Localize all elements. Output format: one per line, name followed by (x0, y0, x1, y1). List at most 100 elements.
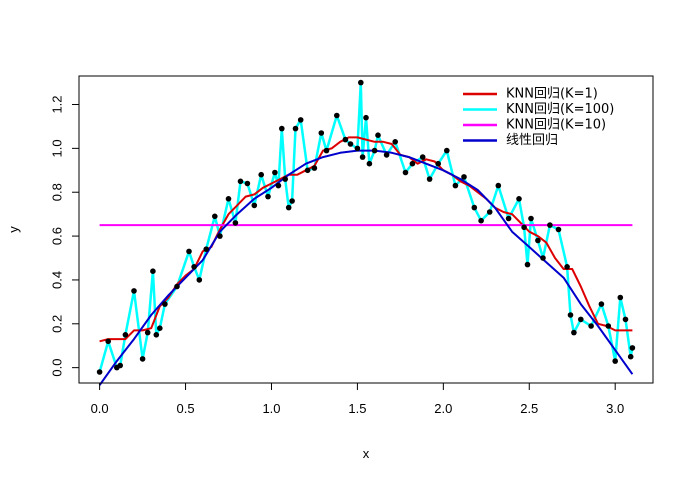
data-point (244, 180, 251, 187)
data-point (486, 209, 493, 215)
data-point (105, 338, 111, 345)
y-tick-label: 0.2 (49, 315, 64, 333)
data-point (419, 154, 426, 160)
y-tick-label: 0.4 (50, 271, 65, 289)
data-point (535, 237, 541, 244)
data-point (139, 356, 146, 362)
data-point (203, 246, 209, 252)
data-point (265, 193, 271, 200)
data-point (540, 255, 546, 261)
data-point (471, 204, 478, 211)
data-point (383, 152, 390, 158)
data-point (292, 125, 299, 132)
data-point (157, 325, 163, 332)
data-point (375, 132, 381, 138)
data-point (334, 112, 340, 119)
data-point (578, 316, 584, 323)
data-point (297, 117, 304, 123)
data-point (366, 160, 373, 167)
data-point (285, 204, 292, 211)
data-point (358, 79, 364, 86)
data-point (622, 316, 629, 323)
legend-label: KNN回归(K=1) (506, 87, 598, 102)
data-point (275, 182, 282, 189)
legend-label: 线性回归 (506, 133, 558, 148)
data-point (131, 288, 137, 294)
data-point (426, 176, 433, 182)
data-point (617, 294, 624, 301)
legend-label: KNN回归(K=10) (506, 118, 606, 133)
data-point (564, 264, 570, 270)
y-tick-label: 0.8 (50, 183, 65, 201)
data-point (347, 141, 354, 147)
data-point (117, 362, 123, 369)
data-point (191, 264, 197, 270)
data-point (528, 215, 534, 222)
data-point (627, 353, 634, 360)
data-point (174, 283, 180, 290)
y-axis: 0.0 0.2 0.4 0.6 0.8 1.0 1.2 (49, 95, 80, 377)
x-axis-title: x (363, 446, 370, 461)
data-point (318, 130, 325, 136)
x-tick-label: 1.5 (348, 401, 366, 416)
x-axis: 0.0 0.5 1.0 1.5 2.0 2.5 3.0 (91, 382, 624, 416)
y-tick-label: 1.2 (50, 95, 65, 113)
data-point (567, 312, 574, 318)
data-point (516, 196, 522, 202)
points-layer (96, 79, 636, 375)
y-tick-label: 0.6 (49, 227, 64, 245)
data-point (598, 301, 605, 307)
data-point (96, 369, 103, 375)
data-point (212, 213, 218, 220)
legend-label: KNN回归(K=100) (506, 102, 614, 117)
x-tick-label: 0.0 (91, 401, 109, 416)
data-point (258, 171, 265, 178)
data-point (363, 114, 369, 121)
data-point (186, 248, 192, 255)
x-tick-label: 1.0 (262, 401, 280, 416)
data-point (342, 136, 349, 143)
data-point (232, 220, 239, 226)
data-point (495, 182, 502, 189)
data-point (402, 169, 409, 176)
data-point (612, 358, 618, 364)
data-point (237, 178, 244, 185)
series-line-0 (99, 136, 633, 343)
data-point (311, 165, 318, 171)
x-tick-label: 0.5 (177, 401, 195, 416)
data-point (524, 261, 531, 268)
y-axis-title: y (6, 226, 21, 233)
data-point (605, 323, 612, 329)
data-point (251, 202, 258, 209)
data-point (150, 268, 156, 275)
data-point (461, 174, 467, 180)
x-tick-label: 3.0 (606, 401, 624, 416)
data-point (435, 160, 442, 167)
data-point (392, 139, 399, 145)
data-point (521, 224, 527, 231)
data-point (452, 182, 459, 189)
data-point (371, 147, 378, 154)
data-point (162, 301, 168, 307)
data-point (505, 215, 512, 222)
data-point (409, 160, 416, 167)
data-point (323, 147, 330, 154)
y-tick-label: 0.0 (50, 359, 65, 377)
data-point (444, 147, 450, 154)
data-point (196, 277, 203, 283)
data-point (478, 217, 484, 224)
data-point (144, 329, 151, 336)
data-point (279, 125, 285, 132)
data-point (571, 329, 577, 336)
data-point (547, 222, 553, 228)
data-point (289, 198, 295, 204)
data-point (588, 323, 594, 329)
data-point (153, 332, 160, 338)
legend: KNN回归(K=1)KNN回归(K=100)KNN回归(K=10)线性回归 (463, 87, 614, 148)
data-point (122, 332, 129, 338)
data-point (555, 226, 562, 233)
data-point (359, 154, 366, 160)
y-tick-label: 1.0 (49, 139, 64, 157)
data-point (304, 167, 311, 174)
